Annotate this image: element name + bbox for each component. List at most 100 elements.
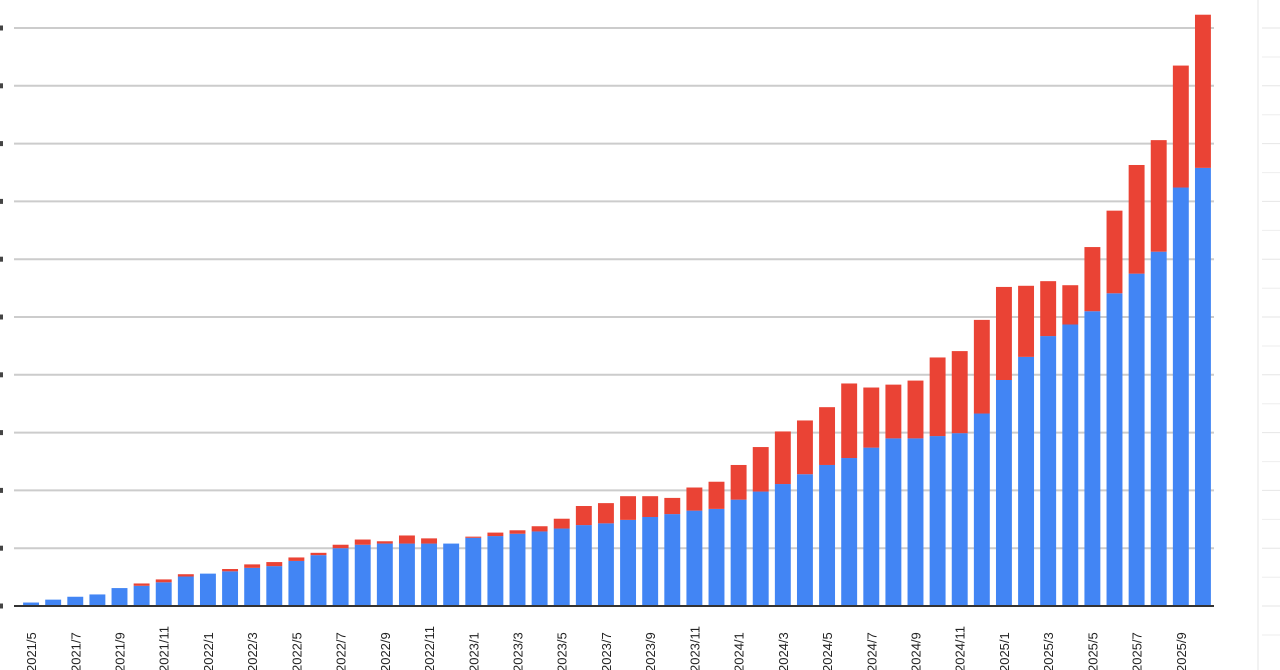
x-tick-label: 2024/3	[776, 632, 791, 670]
y-axis-ticks	[0, 25, 3, 609]
bar-segment-primary	[1040, 336, 1057, 606]
bar-segment-primary	[951, 433, 968, 606]
bar-segment-secondary	[509, 530, 526, 534]
x-tick-label: 2024/9	[909, 632, 924, 670]
x-tick-label: 2025/7	[1130, 632, 1145, 670]
bar-segment-primary	[819, 464, 836, 606]
bar-segment-primary	[266, 566, 283, 606]
bar-segment-primary	[1018, 356, 1035, 606]
bar-segment-primary	[686, 510, 703, 606]
bar-segment-primary	[23, 602, 40, 606]
bar-segment-secondary	[310, 552, 327, 556]
bar-segment-primary	[752, 491, 769, 606]
bar-segment-secondary	[597, 503, 614, 524]
x-tick-label: 2023/1	[466, 632, 481, 670]
bar-segment-secondary	[487, 532, 504, 537]
bar-segment-secondary	[951, 351, 968, 434]
bar-segment-secondary	[819, 407, 836, 465]
adjacent-panel-edge	[1257, 0, 1280, 670]
bar-segment-primary	[332, 548, 349, 606]
bar-segment-primary	[288, 560, 305, 606]
x-tick-label: 2022/7	[334, 632, 349, 670]
bar-segment-primary	[597, 523, 614, 606]
bar-segment-primary	[67, 596, 84, 606]
bar-segment-primary	[531, 531, 548, 606]
bar-segment-secondary	[686, 487, 703, 511]
y-tick-label-clipped	[0, 487, 3, 493]
bar-segment-primary	[553, 528, 570, 606]
x-tick-label: 2025/1	[997, 632, 1012, 670]
bar-segment-secondary	[1106, 210, 1123, 294]
bar-segment-primary	[929, 436, 946, 606]
x-axis-tick-labels: 2021/5 2021/7 2021/9 2021/11 2022/1 2022/3 202…	[24, 626, 1189, 670]
bar-segment-secondary	[332, 544, 349, 549]
x-tick-label: 2021/5	[24, 632, 39, 670]
y-tick-label-clipped	[0, 603, 3, 609]
bar-segment-secondary	[1172, 65, 1189, 188]
bar-segment-primary	[222, 571, 239, 606]
bar-segment-primary	[664, 514, 681, 606]
bar-segment-secondary	[620, 496, 637, 520]
bar-segment-secondary	[553, 518, 570, 529]
y-tick-label-clipped	[0, 314, 3, 320]
bar-segment-secondary	[1194, 14, 1211, 168]
y-tick-label-clipped	[0, 83, 3, 89]
bar-segment-primary	[89, 594, 106, 606]
bar-segment-primary	[1172, 187, 1189, 606]
bar-segment-primary	[1128, 273, 1145, 606]
y-tick-label-clipped	[0, 256, 3, 262]
bar-segment-primary	[133, 585, 150, 606]
bar-segment-primary	[1194, 167, 1211, 606]
bar-segment-primary	[45, 599, 62, 606]
bar-segment-secondary	[1018, 285, 1035, 357]
bar-segment-primary	[1084, 311, 1101, 606]
bar-segment-primary	[509, 533, 526, 606]
bar-segment-primary	[841, 458, 858, 606]
x-tick-label: 2025/9	[1174, 632, 1189, 670]
x-tick-label: 2023/11	[687, 626, 702, 670]
bar-segment-secondary	[885, 384, 902, 439]
bar-segment-primary	[973, 413, 990, 606]
bar-segment-secondary	[398, 535, 415, 544]
bar-segment-secondary	[222, 569, 239, 572]
bar-segment-secondary	[841, 383, 858, 459]
bar-segment-secondary	[177, 574, 194, 577]
x-tick-label: 2022/1	[201, 632, 216, 670]
bar-segment-secondary	[266, 562, 283, 567]
bar-segment-primary	[487, 536, 504, 606]
bar-segment-primary	[354, 544, 371, 606]
bar-segment-secondary	[642, 496, 659, 517]
x-tick-label: 2022/3	[245, 632, 260, 670]
bar-segment-primary	[995, 380, 1012, 606]
x-tick-label: 2022/5	[289, 632, 304, 670]
x-tick-label: 2024/7	[864, 632, 879, 670]
bar-segment-secondary	[575, 506, 592, 526]
y-tick-label-clipped	[0, 372, 3, 378]
bar-segment-secondary	[863, 387, 880, 448]
bar-segment-secondary	[796, 420, 813, 475]
bar-segment-secondary	[1040, 281, 1057, 337]
x-tick-label: 2021/7	[68, 632, 83, 670]
bar-segment-primary	[642, 516, 659, 606]
y-tick-label-clipped	[0, 141, 3, 147]
x-tick-label: 2023/3	[511, 632, 526, 670]
bar-segment-secondary	[664, 497, 681, 515]
x-tick-label: 2025/5	[1085, 632, 1100, 670]
x-tick-label: 2021/9	[113, 632, 128, 670]
x-tick-label: 2022/11	[422, 626, 437, 670]
bar-segment-primary	[465, 537, 482, 606]
x-tick-label: 2022/9	[378, 632, 393, 670]
bar-segment-primary	[575, 525, 592, 606]
bar-segment-primary	[620, 519, 637, 606]
bar-segment-primary	[177, 576, 194, 606]
bar-segment-primary	[796, 474, 813, 606]
bar-segment-secondary	[1062, 285, 1079, 325]
bar-segment-primary	[155, 582, 172, 606]
x-tick-label: 2023/9	[643, 632, 658, 670]
y-tick-label-clipped	[0, 198, 3, 204]
x-tick-label: 2024/5	[820, 632, 835, 670]
bar-segment-primary	[443, 543, 460, 606]
bar-segment-secondary	[708, 481, 725, 509]
